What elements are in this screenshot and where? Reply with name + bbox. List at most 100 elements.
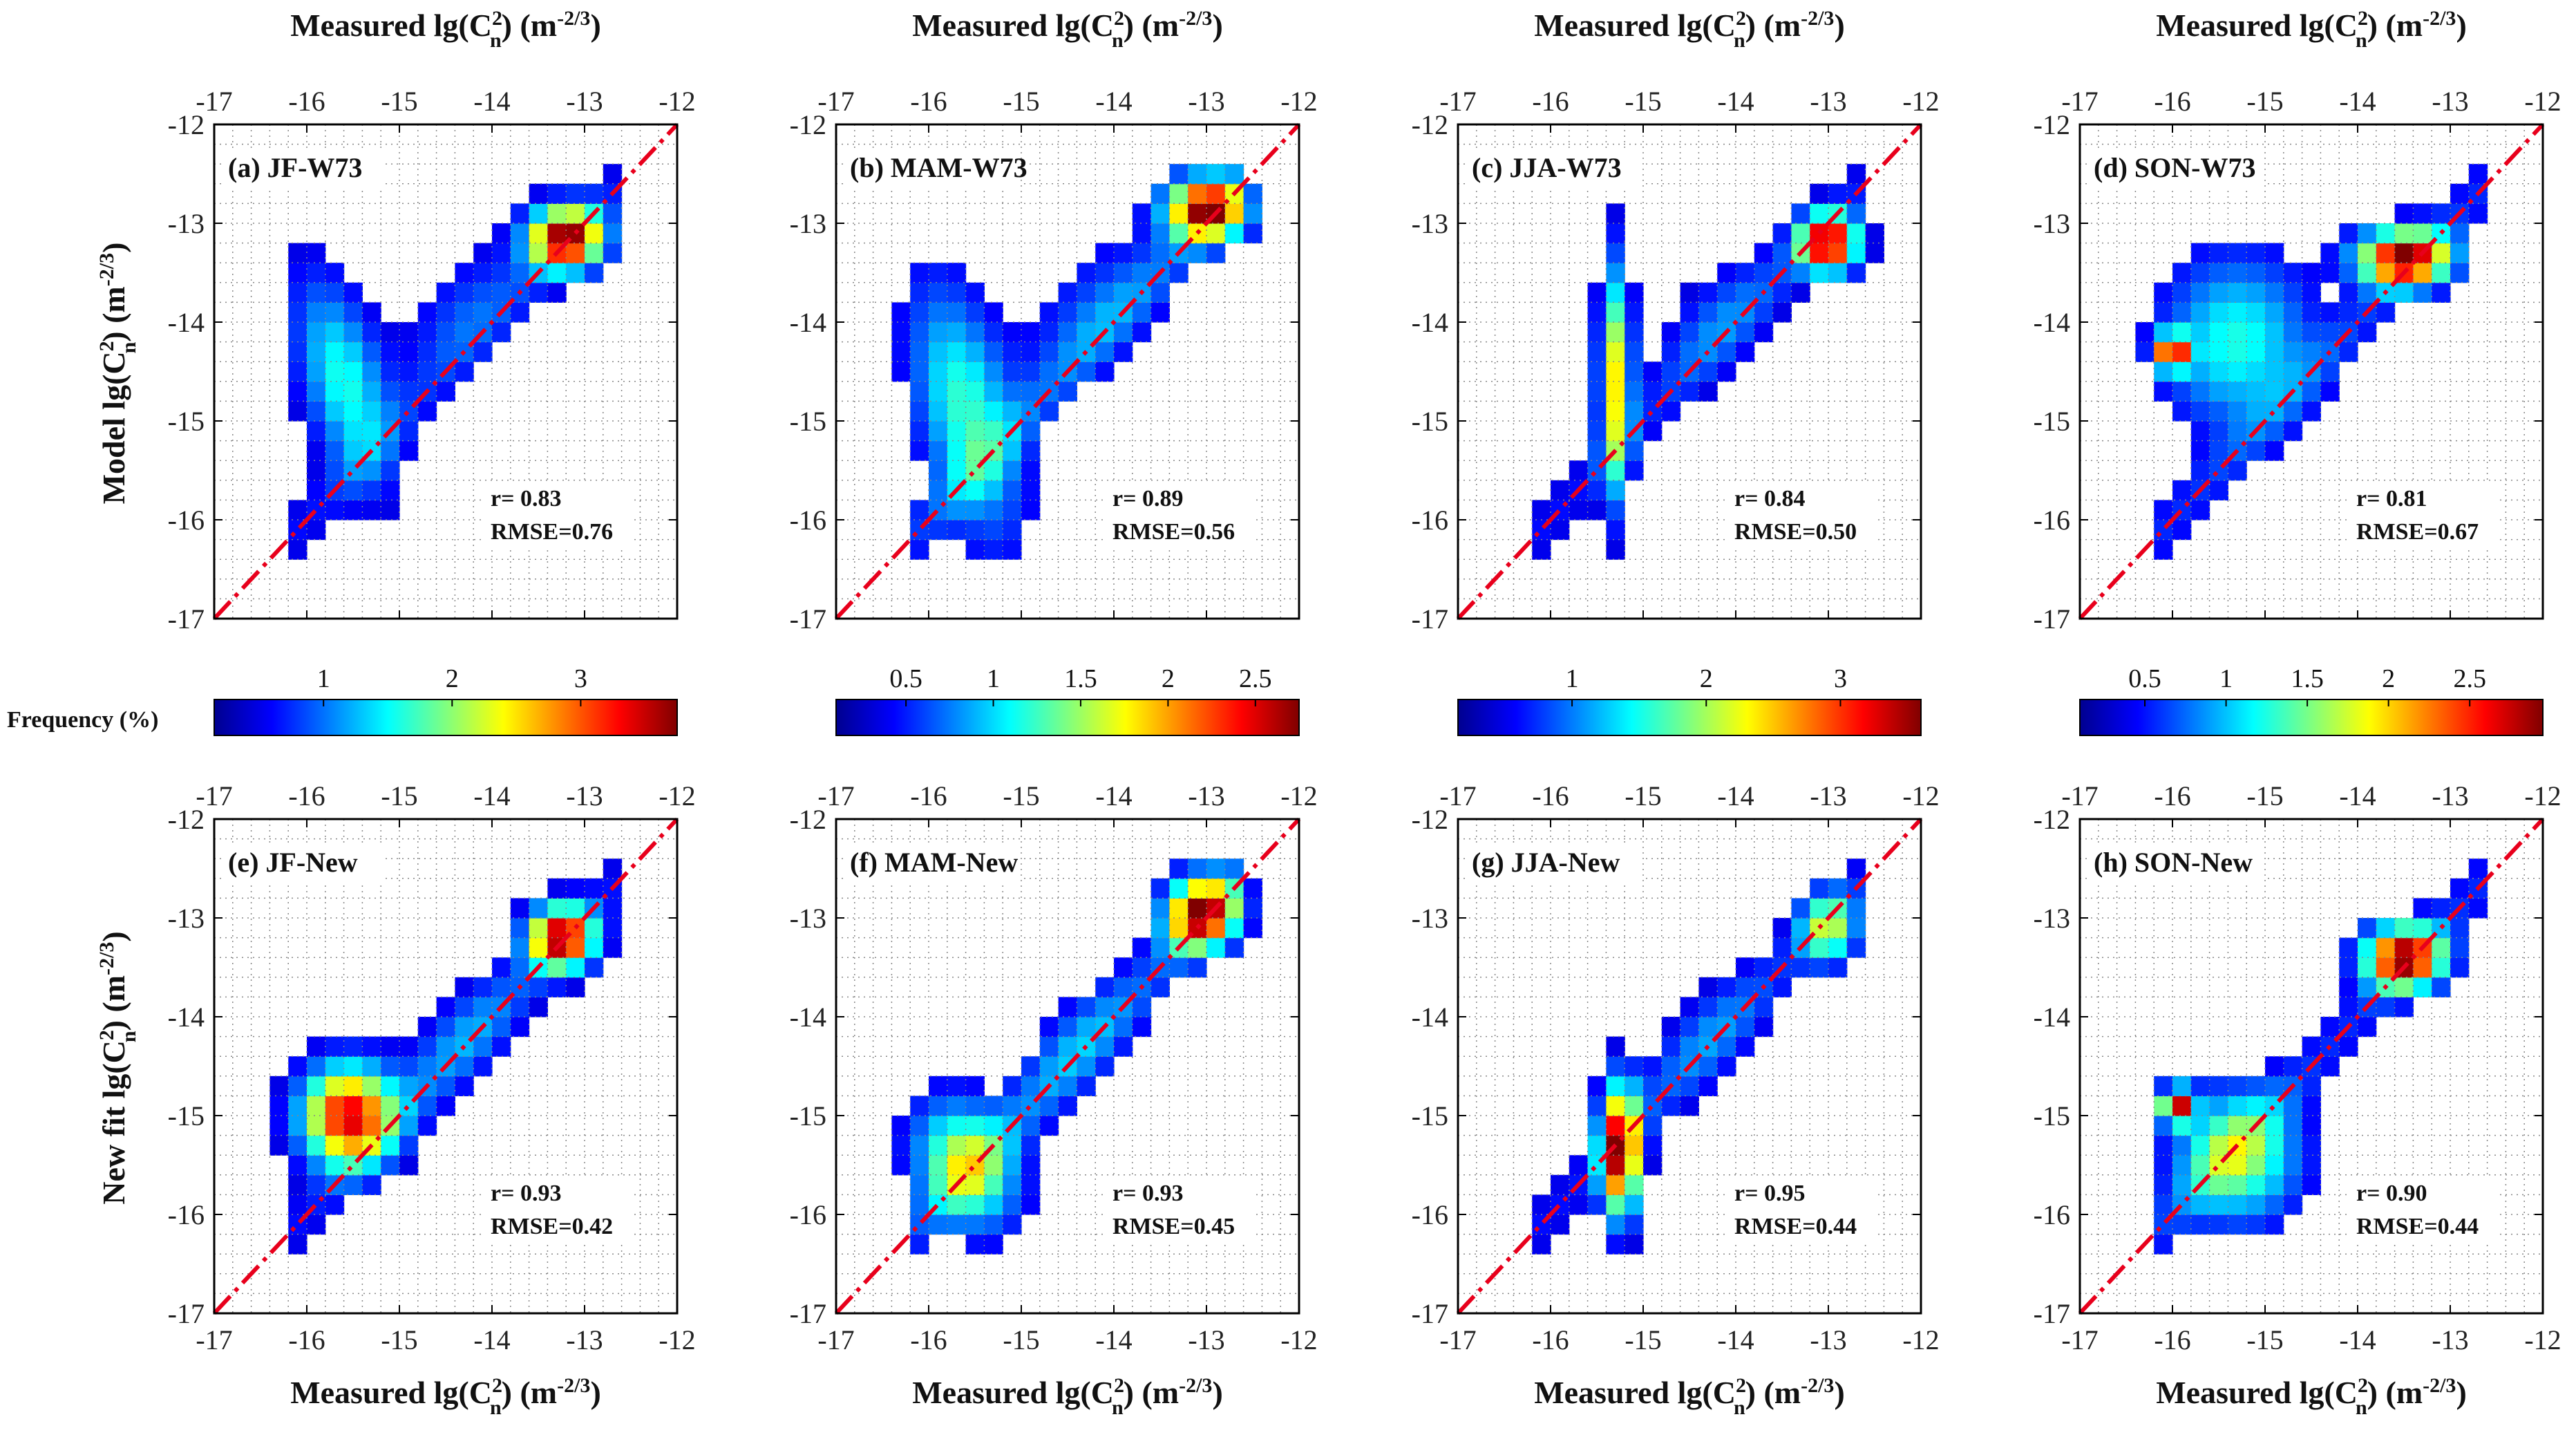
heatmap-cell: [1077, 322, 1096, 343]
heatmap-cell: [585, 243, 604, 263]
heatmap-cell: [1643, 362, 1663, 382]
heatmap-cell: [2209, 421, 2228, 442]
heatmap-cell: [2339, 263, 2358, 283]
y-tick-label: -14: [168, 307, 205, 338]
panel-title-bg: [2090, 843, 2264, 881]
heatmap-cell: [2339, 243, 2358, 263]
panel-g: -17-17-16-16-15-15-14-14-13-13-12-12-12-…: [1412, 780, 1940, 1419]
heatmap-cell: [2302, 1076, 2321, 1096]
heatmap-cell: [399, 1135, 419, 1156]
identity-line: [212, 122, 679, 621]
heatmap-cell: [473, 263, 493, 283]
heatmap-cell: [2283, 263, 2303, 283]
heatmap-cell: [2265, 421, 2284, 442]
stat-r: r= 0.93: [1112, 1181, 1183, 1206]
heatmap-cell: [473, 977, 493, 997]
heatmap-cell: [1021, 480, 1041, 500]
heatmap-cell: [1039, 362, 1059, 382]
heatmap-cell: [947, 263, 967, 283]
heatmap-cell: [2413, 898, 2432, 919]
heatmap-cell: [929, 1116, 948, 1136]
heatmap-cell: [1717, 1036, 1736, 1057]
heatmap-cell: [1003, 1194, 1022, 1215]
heatmap-cell: [2154, 1076, 2173, 1096]
x-tick-label-bottom: -15: [2246, 1324, 2283, 1355]
heatmap-cell: [325, 460, 345, 481]
heatmap-cell: [2172, 381, 2192, 402]
heatmap-cell: [2339, 997, 2358, 1017]
heatmap-cell: [1021, 1174, 1041, 1195]
heatmap-cell: [1021, 421, 1041, 442]
heatmap-cell: [1606, 500, 1625, 520]
heatmap-cell: [2265, 263, 2284, 283]
heatmap-cell: [1606, 341, 1625, 362]
heatmap-cell: [1717, 302, 1736, 323]
heatmap-cell: [1772, 937, 1792, 958]
heatmap-cell: [2265, 1076, 2284, 1096]
heatmap-cell: [307, 1174, 326, 1195]
heatmap-cell: [399, 421, 419, 442]
heatmap-cell: [529, 223, 548, 244]
x-tick-label-top: -13: [2432, 86, 2468, 117]
heatmap-cell: [1150, 898, 1170, 919]
heatmap-cell: [492, 1017, 511, 1037]
heatmap-cell: [1661, 401, 1681, 422]
heatmap-cell: [947, 1194, 967, 1215]
heatmap-cell: [2302, 341, 2321, 362]
stat-rmse: RMSE=0.44: [2356, 1214, 2479, 1239]
heatmap-cell: [1810, 183, 1829, 204]
heatmap-cell: [455, 282, 474, 303]
panel-title: (h) SON-New: [2094, 847, 2253, 878]
heatmap-cell: [288, 341, 307, 362]
heatmap-cell: [947, 500, 967, 520]
heatmap-cell: [984, 1116, 1003, 1136]
identity-line: [834, 817, 1301, 1315]
heatmap-cell: [929, 480, 948, 500]
heatmap-cell: [399, 1076, 419, 1096]
heatmap-cell: [2358, 937, 2377, 958]
heatmap-cell: [1243, 878, 1262, 899]
heatmap-cell: [2468, 898, 2488, 919]
heatmap-cell: [1077, 282, 1096, 303]
axes-frame: [1457, 123, 1922, 620]
heatmap-cell: [510, 203, 530, 224]
y-tick-label: -13: [1412, 208, 1448, 239]
heatmap-cell: [1680, 341, 1699, 362]
heatmap-cell: [2135, 322, 2154, 343]
heatmap-cell: [1587, 440, 1607, 461]
heatmap-cell: [288, 1076, 307, 1096]
heatmap-cell: [965, 341, 985, 362]
heatmap-cell: [1606, 520, 1625, 541]
heatmap-cell: [2432, 937, 2451, 958]
heatmap-cell: [566, 957, 585, 978]
heatmap-cell: [1243, 183, 1262, 204]
heatmap-cell: [529, 997, 548, 1017]
heatmap-cell: [436, 302, 455, 323]
heatmap-cell: [1206, 937, 1226, 958]
panel-title: (a) JF-W73: [228, 152, 362, 183]
heatmap-cell: [1587, 302, 1607, 323]
heatmap-cell: [2265, 341, 2284, 362]
heatmap-cell: [1865, 223, 1884, 244]
heatmap-cell: [2190, 1076, 2210, 1096]
heatmap-cell: [2265, 1155, 2284, 1176]
identity-line: [1456, 122, 1923, 621]
heatmap-cell: [288, 1174, 307, 1195]
heatmap-cell: [1095, 243, 1115, 263]
heatmap-cell: [381, 440, 400, 461]
colorbar-bar: [835, 699, 1300, 736]
heatmap-cell: [2190, 401, 2210, 422]
heatmap-cell: [2265, 322, 2284, 343]
axes-frame: [213, 123, 679, 620]
heatmap-cell: [288, 1194, 307, 1215]
x-tick-label-top: -12: [659, 780, 695, 811]
stat-r: r= 0.89: [1112, 486, 1183, 511]
x-tick-label-top: -14: [2339, 780, 2376, 811]
stat-rmse: RMSE=0.44: [1734, 1214, 1857, 1239]
heatmap-cell: [2172, 1155, 2192, 1176]
heatmap-cell: [965, 1076, 985, 1096]
heatmap-cell: [2358, 322, 2377, 343]
heatmap-cell: [965, 480, 985, 500]
heatmap-cell: [1077, 997, 1096, 1017]
colorbar-b: 0.5 1 1.5 2 2.5: [835, 664, 1300, 736]
